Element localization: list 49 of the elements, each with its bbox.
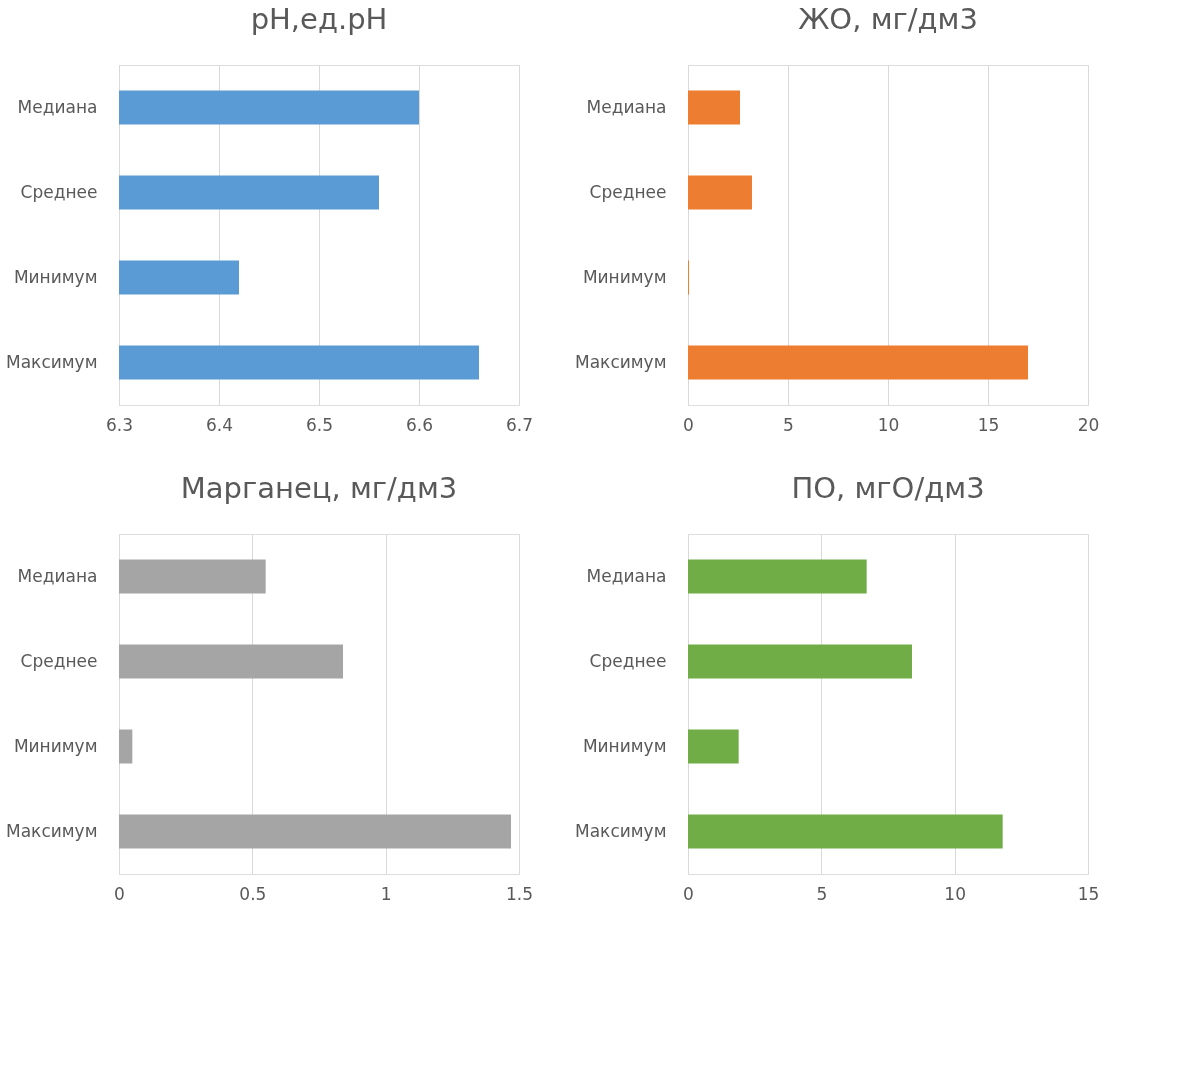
chart-title: ЖО, мг/дм3 <box>798 2 978 36</box>
bar <box>688 559 867 594</box>
bar <box>119 729 133 764</box>
y-tick-label: Медиана <box>586 96 667 117</box>
y-tick-label: Минимум <box>582 266 667 287</box>
x-tick-label: 6.6 <box>405 414 434 435</box>
x-tick-label: 1.5 <box>505 883 534 904</box>
y-tick-label: Медиана <box>586 565 667 586</box>
x-tick-label: 1 <box>380 883 392 904</box>
y-tick-label: Среднее <box>589 181 667 202</box>
x-tick-label: 0 <box>683 883 694 904</box>
x-tick-label: 15 <box>977 414 1000 435</box>
x-tick-label: 0 <box>114 883 125 904</box>
bar <box>119 559 266 594</box>
chart-title: ПО, мгО/дм3 <box>791 471 985 505</box>
y-tick-label: Медиана <box>17 565 98 586</box>
x-tick-label: 6.5 <box>305 414 334 435</box>
x-tick-label: 15 <box>1077 883 1100 904</box>
y-tick-label: Медиана <box>17 96 98 117</box>
y-tick-label: Максимум <box>575 820 667 841</box>
y-tick-label: Минимум <box>13 735 98 756</box>
x-tick-label: 0 <box>683 414 694 435</box>
x-tick-label: 6.3 <box>105 414 134 435</box>
x-tick-label: 20 <box>1077 414 1100 435</box>
x-tick-label: 6.7 <box>505 414 534 435</box>
y-tick-label: Минимум <box>582 735 667 756</box>
x-tick-label: 6.4 <box>205 414 234 435</box>
bar <box>119 644 343 679</box>
bar <box>688 644 912 679</box>
x-tick-label: 5 <box>816 883 828 904</box>
bar <box>688 175 752 210</box>
y-tick-label: Среднее <box>589 650 667 671</box>
chart-title: Марганец, мг/дм3 <box>180 471 458 505</box>
x-tick-label: 10 <box>877 414 900 435</box>
y-tick-label: Максимум <box>575 351 667 372</box>
y-tick-label: Среднее <box>20 650 98 671</box>
y-tick-label: Минимум <box>13 266 98 287</box>
chart-title: pH,ед.pH <box>250 2 388 36</box>
x-tick-label: 0.5 <box>239 883 267 904</box>
bar <box>688 345 1028 380</box>
y-tick-label: Максимум <box>6 351 98 372</box>
bar <box>688 814 1003 849</box>
x-tick-label: 5 <box>783 414 794 435</box>
x-tick-label: 10 <box>944 883 966 904</box>
y-tick-label: Максимум <box>6 820 98 841</box>
y-tick-label: Среднее <box>20 181 98 202</box>
bar <box>688 90 740 125</box>
bar <box>119 814 511 849</box>
bar <box>688 729 739 764</box>
